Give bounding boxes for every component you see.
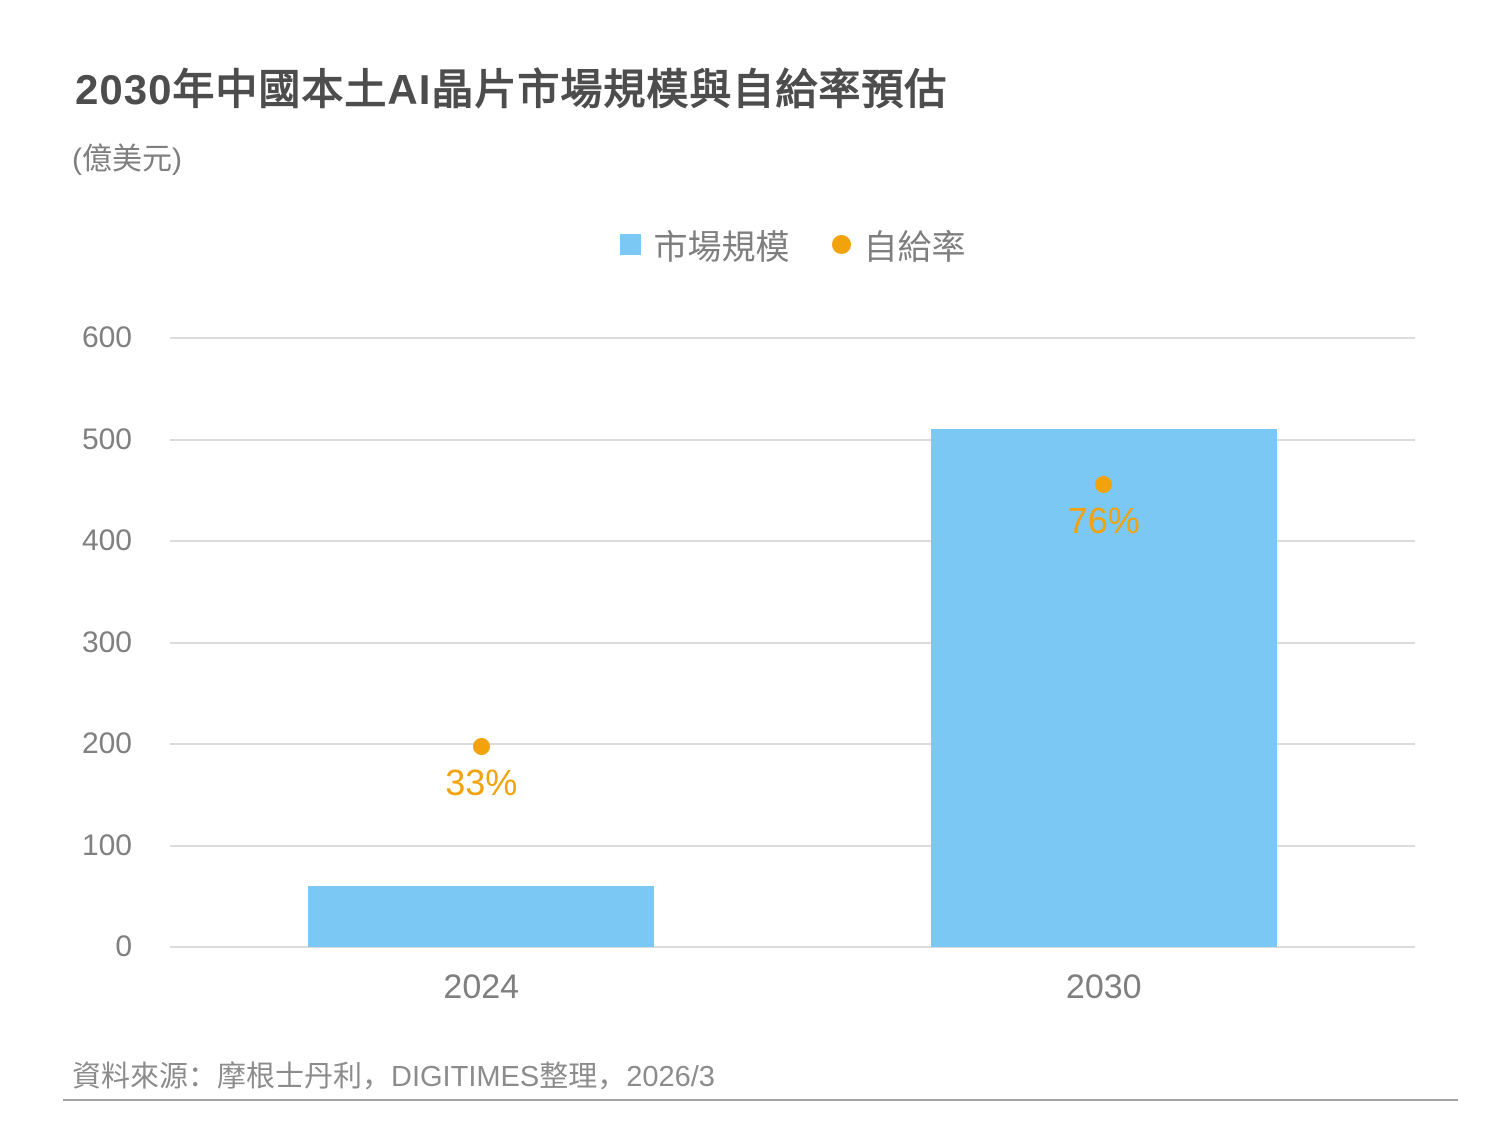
legend-item-market-size: 市場規模 bbox=[619, 220, 790, 269]
y-tick-label: 400 bbox=[81, 524, 132, 557]
legend: 市場規模 自給率 bbox=[170, 220, 1415, 269]
bar-2024 bbox=[308, 886, 655, 947]
gridline bbox=[170, 641, 1415, 644]
y-tick-label: 0 bbox=[115, 930, 132, 963]
gridline bbox=[170, 540, 1415, 542]
bottom-divider bbox=[63, 1099, 1458, 1101]
legend-label-self-sufficiency: 自給率 bbox=[863, 229, 966, 267]
gridline bbox=[170, 438, 1415, 441]
legend-square-marker-icon bbox=[619, 234, 641, 255]
source-note: 資料來源：摩根士丹利，DIGITIMES整理，2026/3 bbox=[72, 1061, 715, 1093]
chart-title: 2030年中國本土AI晶片市場規模與自給率預估 bbox=[75, 66, 948, 113]
legend-circle-marker-icon bbox=[831, 235, 851, 254]
legend-item-self-sufficiency: 自給率 bbox=[831, 220, 966, 269]
point-2030 bbox=[1095, 475, 1113, 493]
y-tick-label: 600 bbox=[81, 321, 132, 354]
legend-label-market-size: 市場規模 bbox=[653, 229, 790, 267]
y-tick-label: 200 bbox=[81, 727, 132, 760]
point-2024 bbox=[472, 737, 490, 755]
y-tick-label: 100 bbox=[81, 828, 132, 862]
bar-2030 bbox=[930, 429, 1277, 947]
axis-unit-label: (億美元) bbox=[72, 143, 182, 176]
gridline bbox=[170, 337, 1415, 339]
gridline bbox=[170, 946, 1415, 948]
point-label-2030: 76% bbox=[1067, 500, 1140, 542]
x-label-2030: 2030 bbox=[1065, 968, 1142, 1006]
y-tick-label: 500 bbox=[81, 422, 132, 456]
gridline bbox=[170, 743, 1415, 745]
point-label-2024: 33% bbox=[445, 762, 518, 804]
gridline bbox=[170, 844, 1415, 847]
x-label-2024: 2024 bbox=[443, 968, 520, 1006]
y-tick-label: 300 bbox=[81, 625, 132, 659]
